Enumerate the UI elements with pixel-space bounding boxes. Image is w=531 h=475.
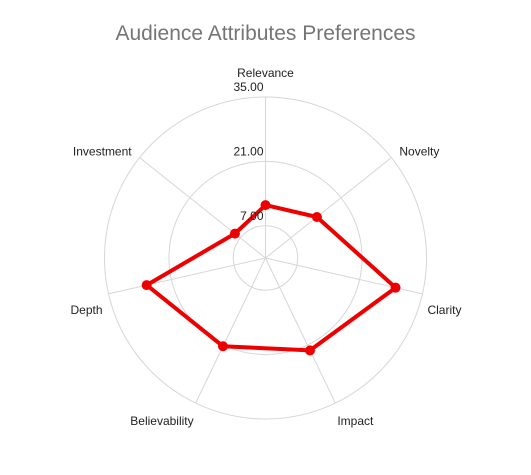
data-point-investment[interactable] <box>229 228 240 239</box>
tick-label-0: 7.00 <box>240 209 264 223</box>
radar-axes <box>108 97 423 404</box>
axis-label-depth: Depth <box>71 303 103 317</box>
axis-label-relevance: Relevance <box>237 66 294 80</box>
radar-series <box>141 200 401 356</box>
axis-label-believability: Believability <box>130 414 193 428</box>
axis-spoke-3 <box>265 257 336 404</box>
axis-label-clarity: Clarity <box>427 303 461 317</box>
data-point-novelty[interactable] <box>311 211 322 222</box>
axis-spoke-6 <box>139 157 266 259</box>
axis-label-novelty: Novelty <box>399 145 439 159</box>
data-point-impact[interactable] <box>305 345 316 356</box>
data-point-relevance[interactable] <box>260 200 271 211</box>
data-point-depth[interactable] <box>141 280 152 291</box>
tick-label-1: 21.00 <box>233 144 263 158</box>
axis-spoke-4 <box>195 257 266 404</box>
radar-labels: Relevance Novelty Clarity Impact Believabili… <box>71 66 462 428</box>
series-line-0 <box>144 203 398 353</box>
axis-label-investment: Investment <box>73 145 132 159</box>
data-point-clarity[interactable] <box>390 282 401 293</box>
tick-label-2: 35.00 <box>233 80 263 94</box>
axis-spoke-1 <box>265 157 392 259</box>
axis-spoke-5 <box>108 257 266 295</box>
axis-label-impact: Impact <box>337 414 374 428</box>
chart-title: Audience Attributes Preferences <box>115 22 416 45</box>
data-point-believability[interactable] <box>217 341 228 352</box>
